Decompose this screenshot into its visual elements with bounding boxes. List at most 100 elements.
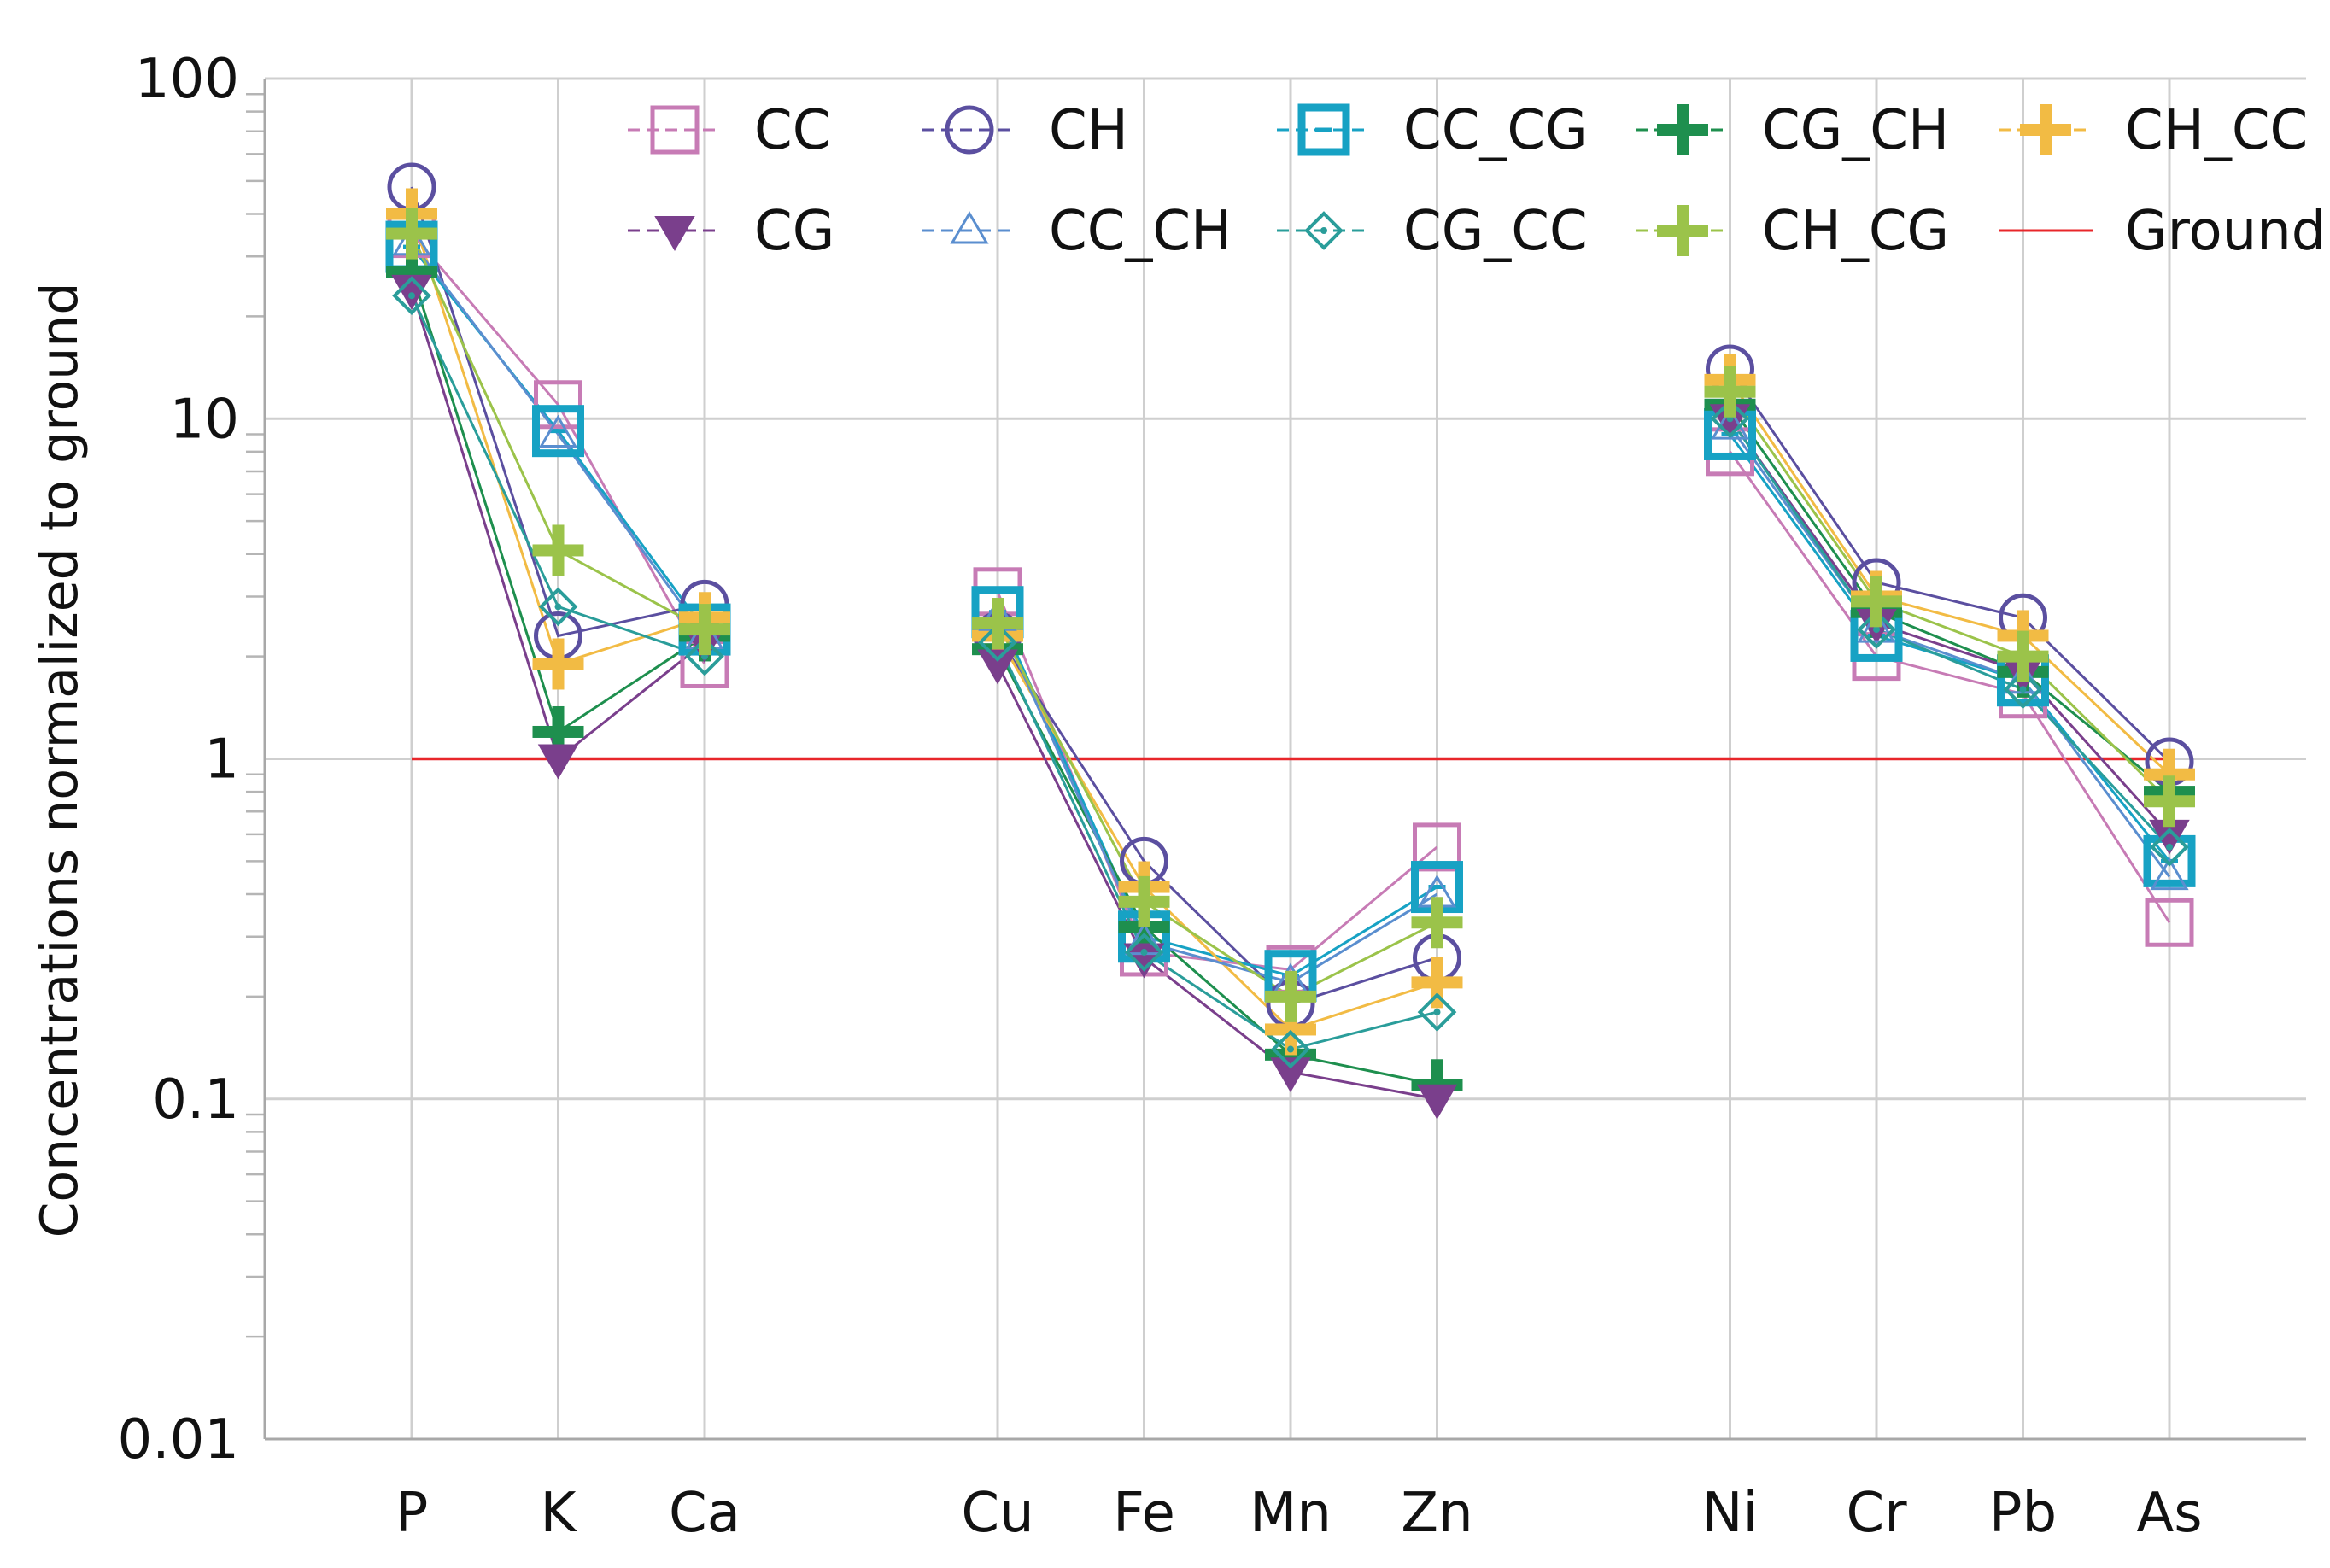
marker-shape [1431,957,1443,1009]
data-point [2145,898,2194,947]
marker-shape [1287,1045,1294,1053]
marker-shape [1724,366,1736,418]
data-point [972,598,1023,650]
marker-shape [1870,576,1882,628]
markers-cg_cc [392,276,2189,1069]
data-point [532,524,584,576]
marker-shape [978,623,1017,662]
data-point [532,405,584,458]
x-tick-label: As [2136,1482,2202,1545]
marker-shape [537,744,579,780]
x-tick-label: Ca [669,1482,741,1545]
legend-marker [1657,104,1708,155]
marker-shape [1857,610,1896,643]
data-point [1411,897,1463,949]
legend-label: Ground [2125,200,2326,263]
marker-shape [2163,775,2175,828]
axis-layer: 100 10 1 0.1 0.01 P K Ca Cu Fe Mn Zn Ni Cr Pb As [118,48,2306,1545]
data-point [1270,1057,1311,1093]
legend-marker [945,105,994,155]
legend-label: CH_CC [2125,99,2308,162]
marker-shape [552,524,565,576]
y-tick-label: 0.01 [118,1408,240,1471]
series-line [996,635,1437,1006]
marker-shape [992,598,1004,650]
x-tick-label: Fe [1113,1482,1175,1545]
y-tick-label: 10 [170,388,239,451]
marker-shape [1320,227,1327,234]
legend-marker [650,105,700,155]
marker-shape [650,105,700,155]
legend-item-ch_cc: CH_CC [1999,99,2308,162]
data-point [1710,407,1750,440]
data-point [538,414,578,448]
data-point [977,649,1018,685]
x-tick-label: P [395,1482,429,1545]
marker-shape [1304,211,1344,250]
data-point [679,604,730,656]
marker-shape [1417,992,1457,1032]
marker-shape [554,603,562,611]
data-point [538,587,578,627]
marker-shape [2166,843,2173,851]
series-line [1729,450,2171,924]
data-point [391,274,432,310]
marker-shape [408,292,415,300]
y-tick-label: 1 [204,728,239,792]
series-line [1729,403,2170,793]
data-point [1271,1029,1310,1069]
series-line [1729,390,2171,803]
data-point [1118,875,1170,927]
x-tick-label: Pb [1989,1482,2057,1545]
series-line [996,611,1438,978]
legend-marker [1297,103,1350,156]
marker-shape [2040,104,2052,155]
legend-marker [2020,104,2071,155]
series-line [1729,418,2171,848]
marker-shape [1873,626,1880,634]
marker-shape [406,208,418,260]
marker-shape [1285,970,1297,1022]
marker-shape [391,274,432,310]
legend-label: CC_CH [1049,200,1232,263]
x-tick-label: Ni [1702,1482,1759,1545]
marker-shape [1433,1009,1441,1016]
marker-shape [1677,104,1689,155]
legend-item-cg_cc: CG_CC [1277,200,1588,263]
marker-shape [1297,103,1350,156]
marker-shape [534,380,582,430]
x-tick-label: Cr [1847,1482,1908,1545]
legend-label: CH [1049,99,1128,162]
legend-marker [950,211,989,244]
y-axis-label: Concentrations normalized to ground [30,283,90,1238]
marker-shape [1138,875,1150,927]
legend-item-cg_ch: CG_CH [1636,99,1949,162]
legend-label: CH_CG [1762,200,1949,263]
data-point [1417,992,1457,1032]
marker-shape [1710,407,1750,440]
data-point [1124,933,1164,972]
marker-shape [538,587,578,627]
data-point [1851,576,1902,628]
y-tick-label: 0.1 [152,1068,239,1132]
series-cc_ch [410,241,2171,984]
marker-shape [685,636,724,676]
legend-marker [1304,211,1344,250]
marker-shape [1710,399,1750,439]
legend-item-cc: CC [628,99,830,162]
data-point [1857,610,1896,649]
marker-shape [654,216,695,251]
series-line [996,648,1437,1086]
marker-shape [552,638,565,690]
legend-item-ch: CH [922,99,1128,162]
marker-shape [1677,205,1689,256]
marker-shape [2003,670,2043,710]
marker-shape [532,405,584,458]
marker-shape [2150,857,2189,891]
data-point [2144,775,2195,828]
legend-label: CG_CH [1762,99,1949,162]
legend-item-cc_cg: CC_CG [1277,99,1588,162]
marker-shape [392,276,431,316]
data-point [2150,857,2189,891]
